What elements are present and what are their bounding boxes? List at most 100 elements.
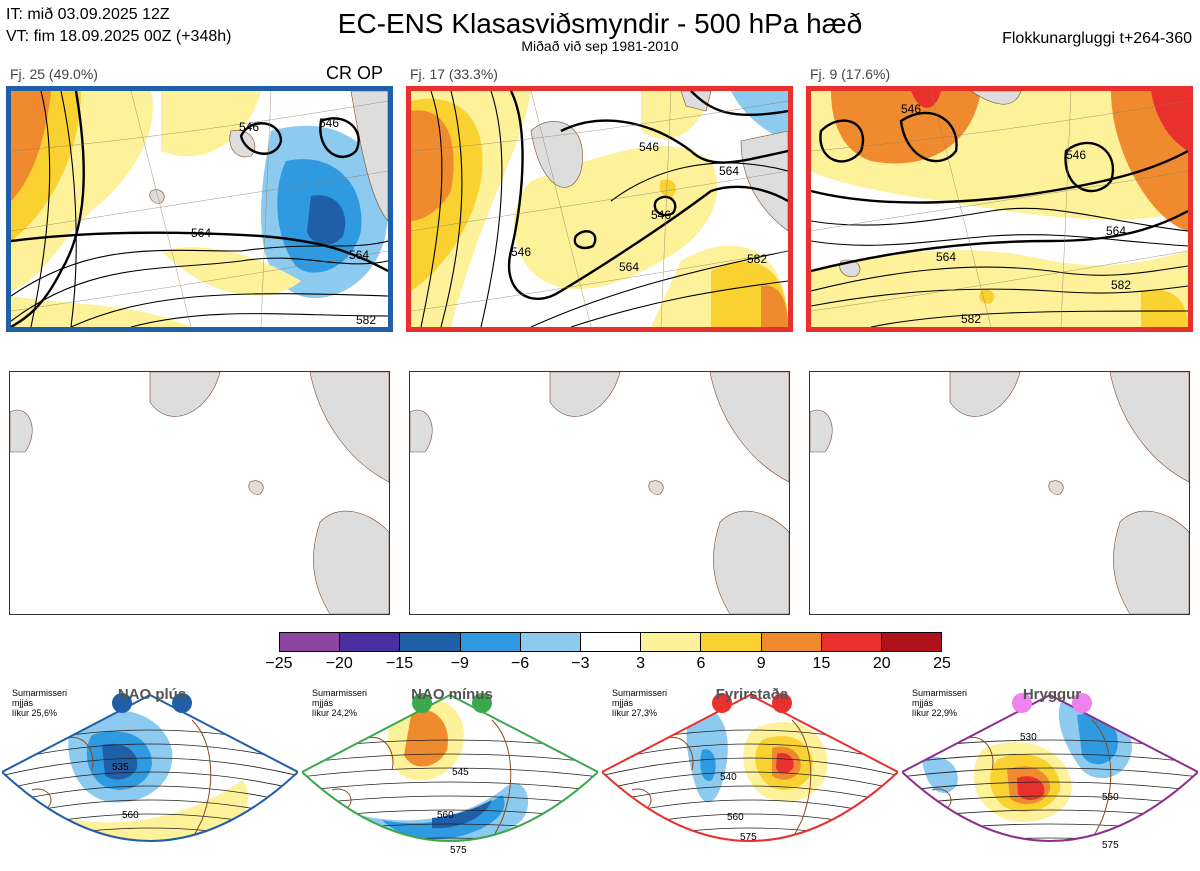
contour-label: 560: [727, 812, 744, 823]
colorbar-segment: [400, 633, 461, 651]
anomaly-shading: [776, 752, 794, 774]
regime-info-line: mjjás: [312, 698, 334, 708]
cluster-1-label: Fj. 25 (49.0%): [10, 66, 98, 82]
regime-info-line: Sumarmisseri: [912, 688, 968, 698]
anomaly-shading: [404, 709, 448, 767]
colorbar-segment: [881, 633, 942, 651]
height-contour: [602, 757, 898, 779]
height-contour: [302, 781, 598, 793]
contour-label: 575: [1102, 840, 1119, 851]
regime-marker-dot: [772, 693, 792, 713]
regime-info-line: líkur 27,3%: [612, 708, 658, 718]
contour-label: 546: [239, 120, 259, 134]
height-contour: [2, 757, 298, 779]
height-contour: [902, 837, 1198, 841]
empty-map-2: [409, 371, 790, 615]
empty-map-3: [809, 371, 1190, 615]
height-contour: [2, 842, 298, 862]
regime-panel: 540 560 575 Fyrirstaða Sumarmisseri mjjás líku…: [602, 686, 898, 868]
contour-label: 564: [1106, 224, 1126, 238]
height-contour: [902, 852, 1198, 862]
regime-marker-dot: [112, 693, 132, 713]
height-contour: [302, 753, 598, 765]
regime-map: 545 560 575: [302, 693, 598, 856]
anomaly-shading: [922, 756, 958, 793]
cluster-3-label: Fj. 9 (17.6%): [810, 66, 891, 82]
cluster-3-map: 546 546 564 564 582 582: [806, 86, 1193, 332]
contour-label: 545: [452, 767, 469, 778]
colorbar-tick-label: 9: [756, 655, 766, 672]
contour-label: 546: [1066, 148, 1086, 162]
regime-marker-dot: [472, 693, 492, 713]
regime-panel: 530 550 575 Hryggur Sumarmisseri mjjás líkur 2…: [902, 686, 1198, 868]
colorbar-segment: [821, 633, 882, 651]
cluster-2-map: 546 564 546 564 582 546: [406, 86, 793, 332]
colorbar-segment: [520, 633, 581, 651]
regime-info-line: mjjás: [912, 698, 934, 708]
colorbar-segment: [701, 633, 762, 651]
contour-label: 546: [901, 102, 921, 116]
contour-label: 575: [740, 832, 757, 843]
contour-label: 582: [961, 312, 981, 326]
contour-label: 546: [639, 140, 659, 154]
contour-label: 535: [112, 762, 129, 773]
regime-info-line: Sumarmisseri: [312, 688, 368, 698]
contour-label: 564: [719, 164, 739, 178]
anomaly-shading: [382, 795, 505, 840]
colorbar-segment: [580, 633, 642, 651]
regime-marker-dot: [712, 693, 732, 713]
regime-info: Sumarmisseri mjjás líkur 22,9%: [912, 688, 967, 718]
colorbar-tick-label: −6: [510, 655, 530, 672]
cluster-1-map: 546 564 546 564 582: [6, 86, 393, 332]
height-contour: [902, 781, 1198, 793]
height-contour: [302, 767, 598, 779]
page-title: EC-ENS Klasasviðsmyndir - 500 hPa hæð: [337, 8, 863, 39]
regime-info: Sumarmisseri mjjás líkur 24,2%: [312, 688, 367, 718]
height-contour: [2, 771, 298, 793]
contour-label: 540: [720, 772, 737, 783]
regime-border: [2, 693, 298, 842]
contour-label: 546: [319, 116, 339, 130]
regime-map: 530 550 575: [902, 693, 1198, 862]
regime-info-line: líkur 24,2%: [312, 708, 358, 718]
regime-marker-dot: [172, 693, 192, 713]
regime-marker-dot: [1012, 693, 1032, 713]
colorbar-tick-label: 15: [812, 655, 831, 672]
height-contour: [902, 753, 1198, 765]
contour-label: 550: [1102, 792, 1119, 803]
regime-border: [902, 693, 1198, 842]
regime-info: Sumarmisseri mjjás líkur 27,3%: [612, 688, 667, 718]
regime-map: 535 560: [2, 693, 298, 862]
regime-title: NAO plús: [117, 686, 187, 703]
regime-info: Sumarmisseri mjjás líkur 25,6%: [12, 688, 67, 718]
contour-label: 564: [936, 250, 956, 264]
contour-label: 564: [349, 248, 369, 262]
regime-info-line: líkur 22,9%: [912, 708, 958, 718]
regime-info-line: Sumarmisseri: [12, 688, 68, 698]
anomaly-shading: [1077, 714, 1118, 765]
contour-label: 560: [122, 810, 139, 821]
colorbar-tick-label: 20: [872, 655, 891, 672]
regime-info-line: líkur 25,6%: [12, 708, 58, 718]
regime-marker-dot: [412, 693, 432, 713]
height-contour: [602, 771, 898, 793]
contour-label: 546: [511, 245, 531, 259]
colorbar-tick-label: −25: [265, 655, 293, 672]
contour-label: 530: [1020, 732, 1037, 743]
regime-marker-dot: [1072, 693, 1092, 713]
anomaly-colorbar: [279, 632, 942, 652]
empty-map-1: [9, 371, 390, 615]
regime-map: 540 560 575: [602, 693, 898, 843]
anomaly-shading: [102, 743, 138, 780]
contour-label: 564: [191, 226, 211, 240]
colorbar-segment: [280, 633, 341, 651]
contour-label: 575: [450, 845, 467, 856]
regime-border: [602, 693, 898, 842]
anomaly-shading: [432, 800, 492, 829]
classification-window: Flokkunargluggi t+264-360: [1002, 30, 1192, 47]
regime-title: Hryggur: [1022, 686, 1082, 703]
height-contour: [902, 767, 1198, 779]
regime-title: NAO mínus: [411, 686, 493, 703]
header-times: IT: mið 03.09.2025 12Z VT: fim 18.09.202…: [6, 4, 231, 48]
regime-info-line: mjjás: [612, 698, 634, 708]
